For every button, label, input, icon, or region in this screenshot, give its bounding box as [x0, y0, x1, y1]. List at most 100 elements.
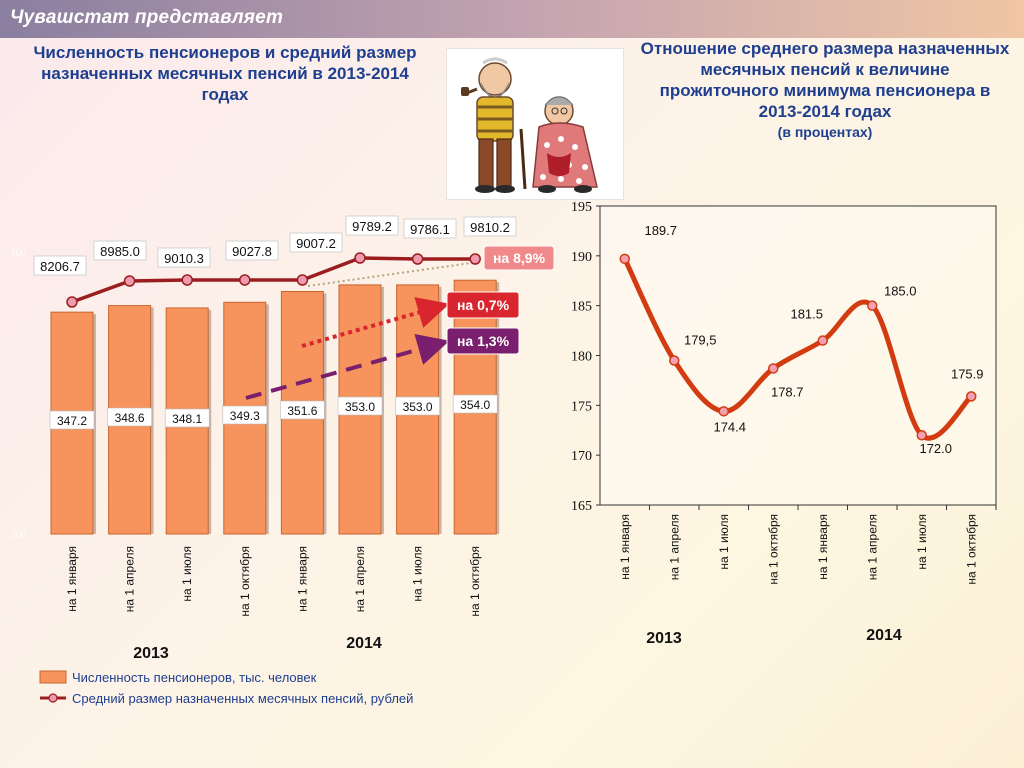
ratio-point [718, 406, 729, 417]
change-badge-label: на 1,3% [457, 333, 510, 349]
bar-value-label-box [280, 400, 325, 420]
line-value-label-box [463, 216, 517, 237]
line-value-label-box [289, 232, 343, 253]
bar-value-label: 348.6 [115, 411, 145, 425]
ratio-value-label: 179,5 [684, 332, 717, 347]
right-chart-subtitle: (в процентах) [777, 124, 873, 140]
x-tick-label: на 1 января [65, 546, 79, 612]
ratio-point [669, 355, 680, 366]
bar-value-label: 354.0 [460, 398, 490, 412]
right-chart-title: Отношение среднего размера назначенных м… [640, 38, 1010, 143]
x-tick-label: на 1 апреля [667, 514, 681, 580]
x-tick-label: на 1 января [816, 514, 830, 580]
bar-value-label-box [49, 410, 95, 430]
pension-point [181, 274, 193, 286]
left-chart-title: Численность пенсионеров и средний размер… [33, 43, 417, 104]
ratio-point [619, 253, 630, 265]
x-tick-label: на 1 июля [915, 514, 929, 570]
pension-point [66, 296, 78, 308]
ratio-value-label: 189.7 [644, 223, 677, 238]
line-value-label: 8206.7 [40, 259, 80, 274]
change-badge-label: на 8,9% [493, 250, 546, 266]
year-group-label: 2014 [346, 635, 382, 652]
ratio-value-label: 172.0 [919, 441, 952, 456]
x-tick-label: на 1 октября [964, 514, 978, 585]
x-tick-label: на 1 января [295, 546, 309, 612]
x-tick-label: на 1 апреля [123, 546, 137, 612]
line-value-label-box [157, 247, 211, 268]
x-tick-label: на 1 апреля [865, 514, 879, 580]
bar-value-label-box [164, 408, 210, 428]
pension-point [239, 274, 251, 286]
pensioners-illustration [446, 48, 624, 200]
x-tick-label: на 1 июля [411, 546, 425, 602]
x-tick-label: на 1 октября [468, 546, 482, 617]
x-tick-label: на 1 января [618, 514, 632, 580]
bar-value-label-box [107, 407, 152, 427]
pension-point [411, 253, 424, 265]
y-tick-label: 360 [10, 247, 27, 259]
legend-swatch-bars [39, 670, 67, 684]
line-value-label-box [345, 215, 399, 236]
bar-value-label: 349.3 [230, 409, 260, 423]
y-tick-label: 165 [571, 499, 592, 514]
line-value-label-box [225, 240, 279, 261]
bar-value-label: 348.1 [172, 412, 202, 426]
line-value-label: 8985.0 [100, 244, 140, 259]
x-tick-label: на 1 апреля [353, 546, 367, 612]
trend-arrow-dotted [307, 261, 479, 287]
x-tick-label: на 1 июля [180, 546, 194, 602]
ratio-point [867, 300, 878, 311]
change-badge [446, 327, 520, 355]
x-tick-label: на 1 октября [766, 514, 780, 585]
y-tick-label: 170 [571, 449, 592, 464]
line-value-label-box [93, 240, 147, 261]
y-tick-label: 195 [571, 200, 592, 215]
bar-value-label-box [222, 405, 268, 425]
year-group-label: 2014 [866, 627, 902, 644]
y-tick-label: 185 [571, 300, 592, 315]
x-tick-label: на 1 октября [238, 546, 252, 617]
year-group-label: 2013 [646, 630, 682, 647]
bar-value-label-box [452, 394, 498, 414]
ratio-point [966, 391, 977, 402]
org-title: Чувашстат представляет [10, 7, 284, 28]
bar-value-label: 347.2 [57, 414, 87, 428]
y-tick-label: 180 [571, 350, 592, 365]
year-group-label: 2013 [133, 645, 169, 662]
y-tick-label: 300 [10, 529, 27, 541]
right-chart-title-main: Отношение среднего размера назначенных м… [640, 39, 1010, 121]
elderly-couple-icon [461, 57, 598, 193]
ratio-point [916, 429, 927, 441]
x-tick-label: на 1 июля [717, 514, 731, 570]
ratio-value-label: 185.0 [884, 284, 917, 299]
ratio-value-label: 181.5 [790, 307, 823, 322]
legend-swatch-marker [48, 693, 58, 703]
change-badge [483, 245, 555, 271]
pension-point [296, 274, 309, 286]
change-badge [446, 291, 520, 319]
pension-point [354, 252, 366, 264]
pension-point [469, 253, 481, 265]
line-value-label: 9810.2 [470, 220, 510, 235]
legend-label-bars: Численность пенсионеров, тыс. человек [72, 670, 317, 685]
legend-label-line: Средний размер назначенных месячных пенс… [72, 691, 413, 706]
header-bar: Чувашстат представляет [0, 0, 1024, 38]
y-tick-label: 175 [571, 399, 592, 414]
ratio-point [768, 363, 779, 374]
bar-value-label-box [337, 396, 383, 416]
ratio-value-label: 178.7 [771, 384, 804, 399]
change-badge-label: на 0,7% [457, 297, 510, 313]
line-value-label: 9027.8 [232, 244, 272, 259]
line-value-label: 9007.2 [296, 236, 336, 251]
bar-value-label: 353.0 [403, 400, 433, 414]
line-value-label: 9786.1 [410, 222, 450, 237]
trend-arrow-purple [245, 334, 450, 400]
y-tick-label: 190 [571, 250, 592, 265]
ratio-value-label: 175.9 [951, 366, 984, 381]
bar-value-label: 353.0 [345, 400, 375, 414]
ratio-value-label: 174.4 [713, 419, 746, 434]
line-value-label: 9010.3 [164, 251, 204, 266]
bar-value-label: 351.6 [287, 404, 317, 418]
